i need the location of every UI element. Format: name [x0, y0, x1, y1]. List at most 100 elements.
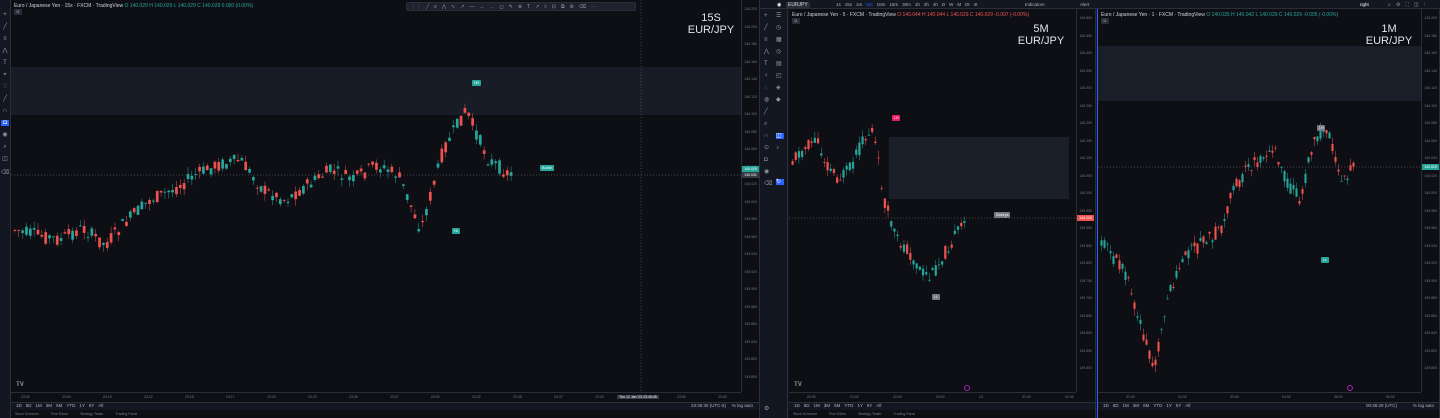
- price-axis[interactable]: 140.220 140.200 140.180 140.160 140.140 140.1…: [741, 0, 759, 392]
- range-button[interactable]: 1M: [35, 403, 42, 408]
- bottom-tab[interactable]: Stock Screener: [793, 412, 817, 416]
- alert-button[interactable]: Alert: [1080, 2, 1090, 7]
- bottom-tab[interactable]: Strategy Tester: [80, 412, 104, 416]
- search-icon[interactable]: ⌕: [1388, 2, 1391, 8]
- note-icon[interactable]: ✎: [508, 3, 513, 10]
- trash-icon[interactable]: ⌫: [1, 170, 10, 176]
- heart-icon[interactable]: ♡: [2, 84, 8, 90]
- eye-icon[interactable]: ◉: [764, 169, 770, 175]
- interval-option[interactable]: D: [941, 2, 946, 7]
- path-icon[interactable]: ↗: [460, 3, 465, 10]
- comment-icon[interactable]: ◌: [764, 85, 768, 91]
- settings-icon[interactable]: ⚙: [1395, 2, 1401, 8]
- alerts-icon[interactable]: ◷: [776, 25, 782, 31]
- range-button[interactable]: 1D: [794, 403, 800, 408]
- trash-icon[interactable]: ⌫: [764, 181, 773, 187]
- price-axis[interactable]: 140.200 140.180 140.160 140.140 140.120 140.1…: [1421, 9, 1439, 392]
- floating-drawing-toolbar[interactable]: ⋮⋮ ╱ ≡ ⋀ ∿ ↗ — ↔ → ◻ ✎ ⊕ T ↗ ◊ ⊡ ⧉ ⚙ ⌫ ⋯: [406, 2, 636, 11]
- lock-icon[interactable]: ◘: [764, 157, 768, 163]
- interval-option[interactable]: 15m: [889, 2, 899, 7]
- range-button[interactable]: All: [1185, 403, 1191, 408]
- idea-icon[interactable]: ♀: [764, 73, 769, 79]
- zoom-icon[interactable]: ⌕: [764, 121, 768, 127]
- price-icon[interactable]: ⊕: [517, 3, 523, 10]
- range-button[interactable]: 1M: [813, 403, 820, 408]
- range-button[interactable]: 3M: [1132, 403, 1140, 408]
- interval-option[interactable]: 30m: [902, 2, 911, 7]
- callout-icon[interactable]: ◻: [499, 3, 504, 10]
- bell-icon[interactable]: ♪: [776, 145, 779, 151]
- measure-icon[interactable]: ⊡: [551, 3, 556, 10]
- grip-icon[interactable]: ⋮⋮: [411, 3, 421, 10]
- scale-options[interactable]: % log auto: [1412, 403, 1434, 408]
- text-icon[interactable]: T: [764, 61, 768, 67]
- more-icon[interactable]: ⋯: [591, 3, 597, 10]
- eye-icon[interactable]: ◉: [2, 132, 8, 138]
- time-axis[interactable]: 20:00 21:00 22:00 23:00 13 01:00 02:00: [789, 392, 1076, 402]
- range-button[interactable]: 1Y: [79, 403, 85, 408]
- camera-icon[interactable]: ◫: [1413, 2, 1419, 8]
- fib-icon[interactable]: ≡: [3, 36, 7, 42]
- interval-option[interactable]: 4t: [973, 2, 978, 7]
- range-button[interactable]: 1Y: [1166, 403, 1172, 408]
- hline-icon[interactable]: →: [489, 3, 495, 10]
- range-button[interactable]: 6M: [56, 403, 63, 408]
- counter-badge[interactable]: 11: [14, 9, 22, 15]
- interval-option[interactable]: 4h: [932, 2, 938, 7]
- chart-icon[interactable]: ◰: [776, 73, 782, 79]
- pattern-icon[interactable]: ⋀: [441, 3, 447, 10]
- crosshair-icon[interactable]: +: [3, 12, 7, 18]
- interval-option[interactable]: Dt: [965, 2, 970, 7]
- comment-icon[interactable]: ◊: [544, 3, 547, 10]
- text-icon[interactable]: T: [3, 60, 7, 66]
- tv-logo[interactable]: 𝐓𝐕: [794, 382, 802, 388]
- layout-select[interactable]: right: [1360, 2, 1369, 7]
- pattern-icon[interactable]: ⋀: [764, 49, 769, 55]
- ray-icon[interactable]: ↔: [479, 3, 485, 10]
- range-button[interactable]: YTD: [1153, 403, 1163, 408]
- interval-option[interactable]: 1s: [836, 2, 841, 7]
- range-button[interactable]: 5Y: [866, 403, 873, 408]
- interval-option[interactable]: 1h: [914, 2, 920, 7]
- logo-icon[interactable]: ◉: [777, 2, 782, 8]
- interval-option[interactable]: 15s: [844, 2, 853, 7]
- chart-pane-1m[interactable]: Euro / Japanese Yen · 1 · FXCM · Trading…: [1097, 9, 1440, 418]
- range-button[interactable]: 1D: [1103, 403, 1109, 408]
- bottom-tab[interactable]: Trading Panel: [893, 412, 916, 416]
- interval-selector[interactable]: 1s 15s 1m 5m 10m 15m 30m 1h 2h 4h D W M Dt 4t: [836, 2, 977, 7]
- brush-icon[interactable]: ≡: [434, 3, 437, 10]
- watchlist-icon[interactable]: ☰: [776, 13, 782, 19]
- fullscreen-icon[interactable]: ⛶: [1405, 2, 1409, 8]
- fib-icon[interactable]: ≡: [764, 37, 768, 43]
- interval-option[interactable]: 1m: [856, 2, 863, 7]
- chart-pane-15s[interactable]: Euro / Japanese Yen · 15s · FXCM · Tradi…: [11, 0, 760, 418]
- range-button[interactable]: 5D: [1112, 403, 1119, 408]
- range-button[interactable]: 6M: [1143, 403, 1150, 408]
- ruler-icon[interactable]: ╱: [764, 109, 768, 115]
- range-button[interactable]: 5Y: [1175, 403, 1182, 408]
- chart-pane-5m[interactable]: Euro / Japanese Yen · 5 · FXCM · Trading…: [789, 9, 1096, 418]
- time-axis[interactable]: 01:00 02:00 03:00 04:00 05:00 06:00: [1098, 392, 1421, 402]
- replay-icon[interactable]: [964, 385, 970, 391]
- range-button[interactable]: 5D: [803, 403, 810, 408]
- replay-icon[interactable]: [1347, 385, 1353, 391]
- range-button[interactable]: 1Y: [857, 403, 863, 408]
- lock2-icon[interactable]: ◫: [2, 156, 8, 162]
- pen-icon[interactable]: ╱: [426, 3, 430, 10]
- range-button[interactable]: 1D: [16, 403, 22, 408]
- stream-icon[interactable]: ◆: [776, 97, 781, 103]
- bottom-tab[interactable]: Pine Editor: [828, 412, 847, 416]
- ruler-icon[interactable]: ╱: [3, 96, 7, 102]
- settings-icon[interactable]: ⚙: [569, 3, 575, 10]
- trendline-icon[interactable]: ╱: [764, 25, 768, 31]
- clone-icon[interactable]: ⧉: [560, 3, 565, 10]
- interval-option[interactable]: 2h: [923, 2, 929, 7]
- range-button[interactable]: 3M: [823, 403, 831, 408]
- lock-icon[interactable]: ◘: [1, 120, 9, 126]
- magnet-icon[interactable]: ∩: [764, 133, 769, 139]
- bottom-tab[interactable]: Trading Panel: [115, 412, 138, 416]
- publish-icon[interactable]: ↑: [1423, 2, 1427, 8]
- arrow-icon[interactable]: ↗: [535, 3, 540, 10]
- range-button[interactable]: 1M: [1122, 403, 1129, 408]
- range-button[interactable]: 3M: [45, 403, 53, 408]
